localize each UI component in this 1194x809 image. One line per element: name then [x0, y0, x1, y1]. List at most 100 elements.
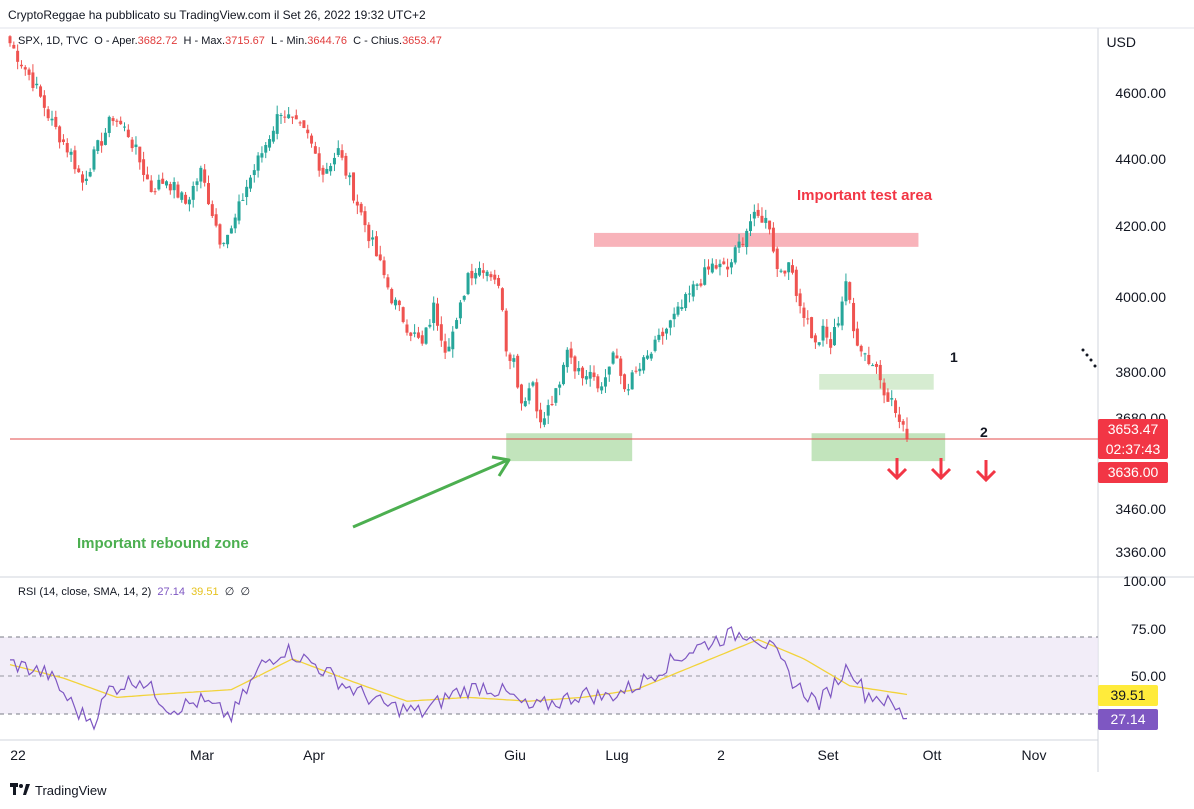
alert-price-tag[interactable]: 3636.00	[1098, 462, 1168, 483]
candle	[733, 245, 737, 265]
candle	[123, 122, 127, 132]
candle	[16, 44, 20, 70]
candle	[874, 361, 878, 374]
candle	[226, 234, 230, 249]
candle	[470, 263, 474, 286]
down-arrow-icon	[886, 458, 908, 481]
candle	[737, 233, 741, 253]
candle	[840, 296, 844, 331]
candle	[890, 390, 894, 407]
time-tick: Lug	[605, 747, 629, 763]
time-tick: 22	[10, 747, 26, 763]
price-tick: 4400.00	[1115, 151, 1166, 167]
candle	[588, 365, 592, 387]
zone-1-zone[interactable]	[819, 374, 934, 390]
rebound-zone[interactable]	[506, 433, 633, 462]
open-value: 3682.72	[137, 35, 178, 47]
candle	[317, 147, 321, 177]
price-tick: 3360.00	[1115, 544, 1166, 560]
candle	[657, 328, 661, 343]
candle	[260, 146, 264, 163]
candle	[790, 259, 794, 275]
candle	[8, 35, 12, 47]
candle	[672, 307, 676, 328]
candle	[817, 342, 821, 347]
candle	[88, 168, 92, 178]
candle	[832, 318, 836, 346]
zone-2-number: 2	[980, 424, 988, 440]
candle	[523, 397, 527, 408]
candle	[126, 124, 130, 138]
candle	[573, 355, 577, 379]
candle	[50, 110, 54, 126]
candle	[905, 417, 909, 443]
candle	[73, 145, 77, 174]
candle	[447, 338, 451, 352]
rsi-indicator-name[interactable]: RSI (14, close, SMA, 14, 2)	[18, 586, 152, 598]
candle	[665, 327, 669, 340]
candle	[661, 327, 665, 345]
last-price-tag: 3653.47 02:37:43	[1098, 419, 1168, 459]
candle	[172, 177, 176, 199]
candle	[428, 319, 432, 329]
bar-countdown: 02:37:43	[1105, 441, 1161, 457]
candle	[680, 299, 684, 311]
rsi-legend-value: 27.14	[157, 586, 185, 598]
currency-label: USD	[1106, 34, 1136, 50]
candle	[451, 326, 455, 358]
candle	[558, 381, 562, 396]
candle	[577, 361, 581, 375]
candle	[542, 411, 546, 428]
candle	[855, 321, 859, 347]
candle	[436, 297, 440, 331]
candle	[363, 206, 367, 233]
candle	[321, 165, 325, 183]
candle	[382, 256, 386, 279]
candle	[607, 366, 611, 382]
zone-2-zone[interactable]	[811, 433, 946, 462]
candle	[485, 269, 489, 282]
brand-label: TradingView	[35, 783, 107, 798]
time-tick: Mar	[189, 747, 215, 763]
candle	[81, 171, 85, 191]
footer: TradingView	[10, 783, 107, 798]
candle	[69, 148, 73, 162]
candle	[378, 245, 382, 262]
candle	[466, 271, 470, 296]
candle	[65, 138, 69, 158]
candle	[806, 310, 810, 325]
candle	[871, 363, 875, 367]
candle	[439, 316, 443, 347]
candle	[27, 67, 31, 81]
candle	[623, 373, 627, 392]
candle	[275, 105, 279, 140]
candle	[775, 246, 779, 277]
candle	[813, 333, 817, 349]
candle	[352, 172, 356, 204]
candle	[684, 292, 688, 311]
candle	[31, 64, 35, 92]
test-area-zone[interactable]	[594, 232, 919, 247]
down-arrow-icon	[975, 460, 997, 483]
candle	[642, 355, 646, 374]
candle	[264, 142, 268, 159]
candle	[332, 152, 336, 172]
candle	[92, 146, 96, 172]
candle	[371, 230, 375, 247]
symbol-label[interactable]: SPX, 1D, TVC	[18, 35, 89, 47]
candle	[271, 126, 275, 144]
candle	[645, 350, 649, 360]
rsi-tick: 50.00	[1130, 668, 1166, 684]
candle	[710, 258, 714, 274]
rsi-line	[10, 626, 908, 731]
candle	[760, 207, 764, 223]
candle	[489, 271, 493, 281]
candle	[611, 350, 615, 365]
candle	[283, 110, 287, 123]
rsi-legend: RSI (14, close, SMA, 14, 2) 27.14 39.51 …	[18, 585, 250, 598]
candle	[180, 191, 184, 203]
candle	[386, 274, 390, 290]
candle	[638, 362, 642, 376]
candle	[500, 287, 504, 312]
